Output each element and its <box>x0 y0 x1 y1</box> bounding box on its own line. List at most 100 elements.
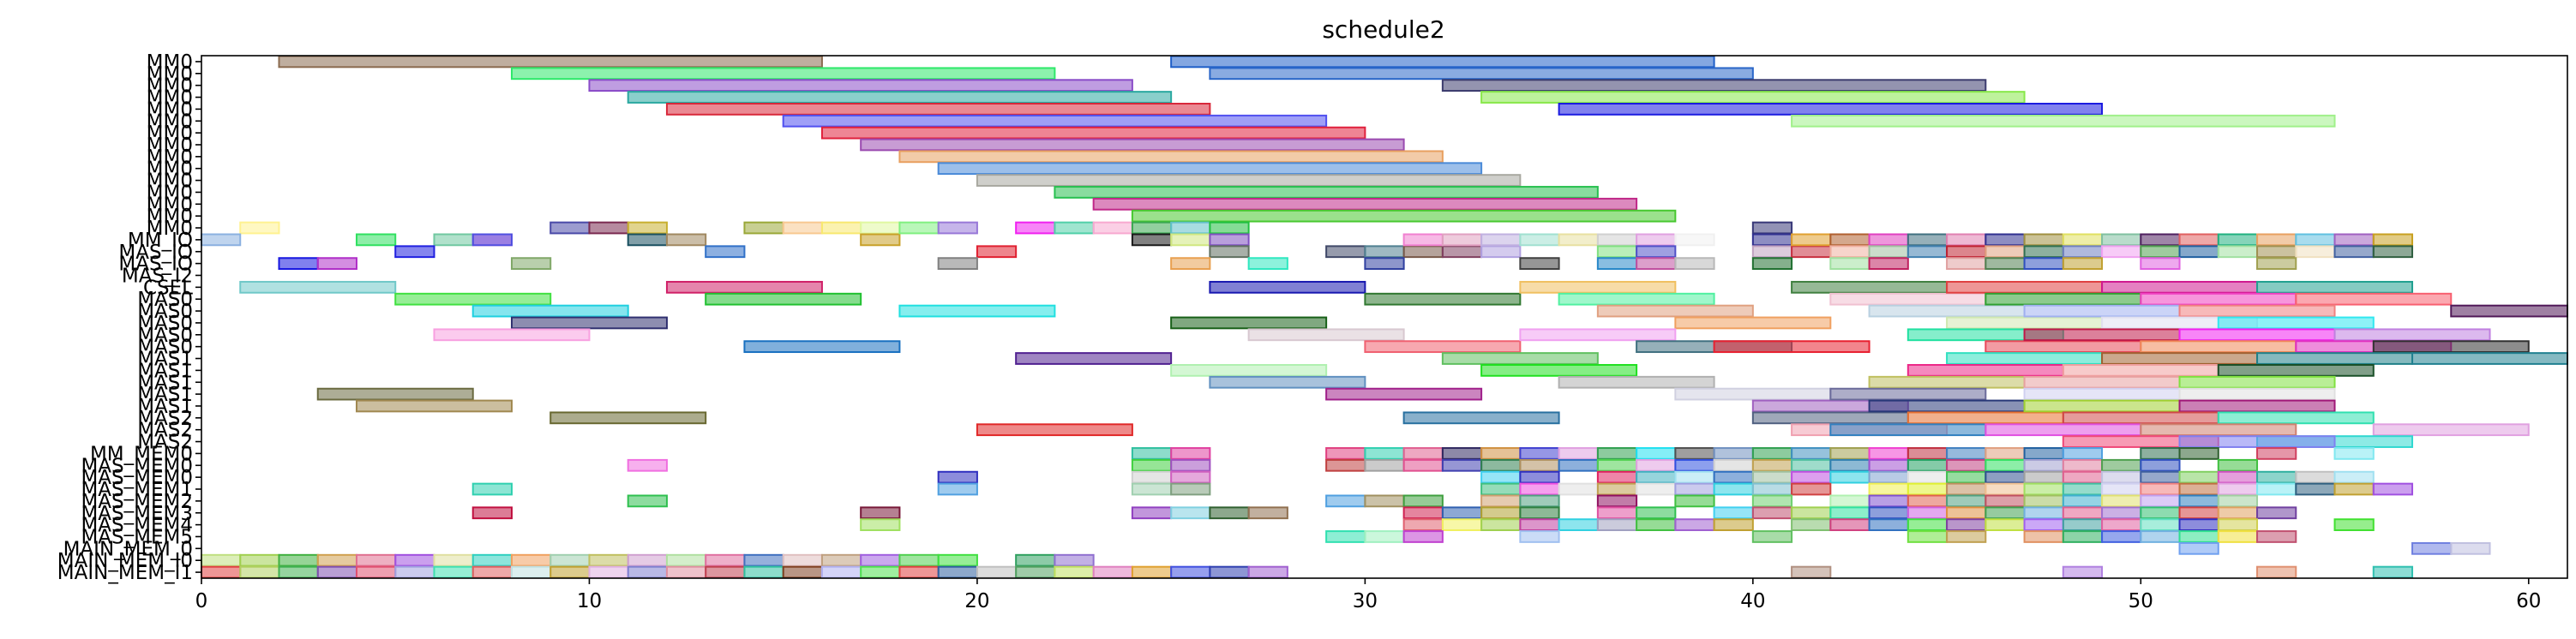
task-bar <box>1946 458 1987 472</box>
task-bar <box>1596 458 1638 472</box>
task-bar <box>2411 541 2453 555</box>
task-bar <box>1985 518 2026 531</box>
task-bar <box>2101 470 2142 484</box>
task-bar <box>782 221 823 235</box>
task-bar <box>1170 316 1328 330</box>
y-tick-label: MM0 <box>147 51 193 74</box>
task-bar <box>1402 447 1444 460</box>
y-tick-label: MM0 <box>147 170 193 193</box>
task-bar <box>627 221 668 235</box>
task-bar <box>2178 506 2219 520</box>
task-bar <box>1791 470 1832 484</box>
task-bar <box>976 423 1133 437</box>
task-bar <box>1829 518 1870 531</box>
y-tick-label: MM0 <box>147 87 193 110</box>
task-bar <box>1791 280 1949 294</box>
task-bar <box>355 399 513 413</box>
task-bar <box>2062 257 2104 270</box>
y-tick-label: MM0 <box>147 63 193 86</box>
task-bar <box>1829 233 1870 247</box>
task-bar <box>665 553 707 567</box>
task-bar <box>1751 530 1793 543</box>
task-bar <box>2062 411 2219 425</box>
task-bar <box>1519 447 1560 460</box>
task-bar <box>1751 470 1793 484</box>
y-tick-label: MAS1 <box>137 384 193 406</box>
task-bar <box>2101 245 2142 259</box>
task-bar <box>1946 233 1987 247</box>
task-bar <box>860 518 901 531</box>
task-bar <box>1906 364 2064 377</box>
task-bar <box>1868 245 1909 259</box>
task-bar <box>1985 292 2142 306</box>
task-bar <box>1519 494 1560 508</box>
task-bar <box>782 114 1328 128</box>
task-bar <box>2178 304 2336 318</box>
task-bar <box>1402 494 1444 508</box>
task-bar <box>1519 280 1677 294</box>
y-tick-label: MAS2 <box>137 408 193 430</box>
task-bar <box>1985 470 2026 484</box>
task-bar <box>394 553 435 567</box>
x-tick-label: 30 <box>1353 590 1378 612</box>
task-bar <box>2295 292 2453 306</box>
task-bar <box>1364 447 1405 460</box>
task-bar <box>1092 197 1638 211</box>
task-bar <box>1985 340 2142 354</box>
y-tick-label: MAS2 <box>137 432 193 454</box>
task-bar <box>665 280 823 294</box>
task-bar <box>2178 482 2219 496</box>
task-bar <box>588 565 629 579</box>
task-bar <box>433 565 474 579</box>
task-bar <box>2217 470 2259 484</box>
task-bar <box>2101 280 2259 294</box>
task-bar <box>1791 233 1832 247</box>
task-bar <box>937 482 978 496</box>
task-bar <box>1519 458 1560 472</box>
task-bar <box>1325 447 1366 460</box>
y-tick-label: MAIN_MEM_I0 <box>57 550 193 572</box>
task-bar <box>2217 245 2259 259</box>
task-bar <box>2256 482 2297 496</box>
task-bar <box>1015 565 1056 579</box>
task-bar <box>1402 506 1444 520</box>
task-bar <box>1131 233 1173 247</box>
task-bar <box>394 292 552 306</box>
task-bar <box>1791 245 1832 259</box>
task-bar <box>820 221 862 235</box>
task-bar <box>2256 565 2297 579</box>
task-bar <box>2217 458 2259 472</box>
task-bar <box>1247 257 1288 270</box>
task-bar <box>665 103 1211 116</box>
task-bar <box>860 221 901 235</box>
task-bar <box>2062 470 2104 484</box>
task-bar <box>1636 518 1677 531</box>
task-bar <box>1713 482 1754 496</box>
task-bar <box>1946 257 1987 270</box>
task-bar <box>1946 530 1987 543</box>
task-bar <box>1558 458 1599 472</box>
task-bar <box>1402 233 1444 247</box>
task-bar <box>627 494 668 508</box>
task-bar <box>1441 506 1483 520</box>
task-bar <box>1558 482 1599 496</box>
task-bar <box>2333 233 2375 247</box>
task-bar <box>239 553 280 567</box>
task-bar <box>1946 447 1987 460</box>
task-bar <box>1985 245 2026 259</box>
task-bar <box>2256 530 2297 543</box>
task-bar <box>1519 328 1677 342</box>
task-bar <box>1170 482 1211 496</box>
task-bar <box>1906 470 1949 484</box>
task-bar <box>705 565 746 579</box>
task-bar <box>1868 257 1909 270</box>
task-bar <box>2178 387 2336 401</box>
task-bar <box>1170 565 1211 579</box>
task-bar <box>2140 494 2181 508</box>
task-bar <box>1480 91 2026 104</box>
task-bar <box>2062 233 2104 247</box>
task-bar <box>1985 447 2026 460</box>
task-bar <box>1868 494 1909 508</box>
task-bar <box>2023 387 2181 401</box>
y-tick-label: MAS1 <box>137 396 193 418</box>
